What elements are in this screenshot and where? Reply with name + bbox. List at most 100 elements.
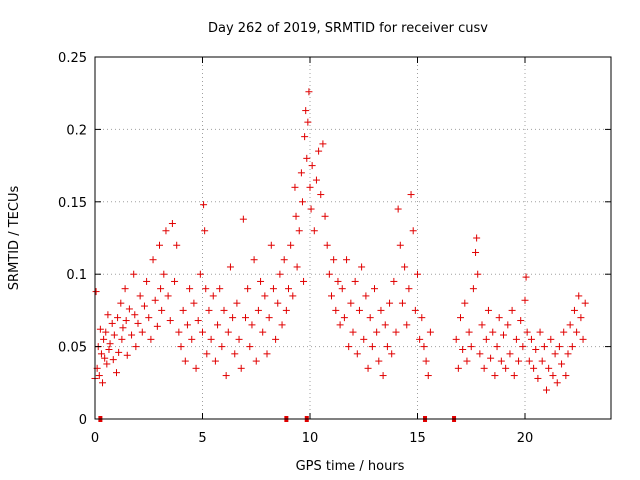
data-point — [117, 299, 125, 307]
data-point — [119, 324, 127, 332]
data-point — [407, 191, 415, 199]
data-point — [321, 212, 329, 220]
data-point — [336, 321, 344, 329]
data-point — [259, 328, 267, 336]
data-point — [104, 311, 112, 319]
data-point — [145, 314, 153, 322]
data-point — [106, 340, 114, 348]
data-point — [379, 372, 387, 380]
y-tick-label: 0.1 — [66, 268, 87, 283]
data-point — [136, 292, 144, 300]
data-point — [177, 343, 185, 351]
data-point — [465, 328, 473, 336]
data-point — [261, 292, 269, 300]
data-point — [114, 314, 122, 322]
data-point — [497, 357, 505, 365]
x-axis-label: GPS time / hours — [296, 459, 405, 474]
data-point — [566, 321, 574, 329]
x-tick-label: 5 — [198, 431, 206, 446]
data-point — [345, 343, 353, 351]
data-point — [179, 306, 187, 314]
data-point — [581, 299, 589, 307]
y-tick-label: 0.15 — [58, 196, 87, 211]
data-point — [257, 277, 265, 285]
data-point — [216, 285, 224, 293]
data-point — [302, 107, 310, 115]
data-point — [467, 343, 475, 351]
data-point — [156, 241, 163, 249]
data-point — [373, 328, 381, 336]
data-point — [469, 285, 477, 293]
data-point — [558, 360, 566, 368]
data-point — [386, 299, 394, 307]
data-point — [168, 220, 176, 228]
data-point — [190, 299, 198, 307]
data-point — [353, 350, 361, 358]
data-point — [192, 364, 200, 372]
data-point — [420, 343, 428, 351]
data-point — [349, 328, 357, 336]
data-point — [319, 140, 327, 148]
data-point — [411, 306, 419, 314]
data-point — [347, 299, 355, 307]
data-point — [491, 372, 499, 380]
data-point — [252, 357, 260, 365]
data-point — [502, 364, 510, 372]
data-point — [166, 317, 174, 325]
data-point — [220, 306, 228, 314]
data-point — [474, 270, 482, 278]
data-point — [303, 154, 311, 162]
data-point — [538, 357, 546, 365]
data-point — [381, 321, 389, 329]
data-point — [157, 285, 165, 293]
data-point — [332, 306, 340, 314]
data-point — [512, 335, 520, 343]
data-point — [310, 227, 318, 235]
data-point — [414, 270, 421, 278]
data-point — [482, 335, 490, 343]
data-point — [237, 364, 245, 372]
data-point — [551, 350, 559, 358]
data-point — [115, 348, 123, 356]
data-point — [325, 270, 333, 278]
data-point — [183, 321, 191, 329]
data-point — [418, 314, 426, 322]
data-point — [371, 285, 378, 293]
data-point — [100, 335, 108, 343]
data-point — [134, 319, 142, 327]
data-point — [194, 317, 202, 325]
data-point — [463, 357, 471, 365]
data-point — [308, 162, 316, 170]
data-point — [500, 331, 507, 339]
data-point — [205, 306, 213, 314]
data-point — [573, 328, 581, 336]
data-point — [209, 292, 217, 300]
data-point — [570, 306, 578, 314]
data-point — [452, 335, 460, 343]
data-point — [199, 328, 206, 336]
data-point — [248, 321, 256, 329]
data-point — [239, 215, 247, 223]
data-point — [334, 277, 342, 285]
data-point — [235, 335, 243, 343]
data-point — [521, 296, 529, 304]
data-point — [493, 343, 501, 351]
data-point — [147, 335, 155, 343]
data-point — [305, 88, 313, 96]
data-point — [424, 372, 432, 380]
data-point — [201, 227, 209, 235]
data-point — [278, 321, 286, 329]
data-point — [282, 306, 290, 314]
data-point — [405, 285, 413, 293]
data-point — [231, 350, 239, 358]
data-point — [403, 321, 411, 329]
data-point — [484, 306, 492, 314]
data-point — [267, 241, 275, 249]
data-point — [523, 328, 531, 336]
data-point — [532, 345, 540, 353]
data-point — [102, 328, 110, 336]
data-point — [160, 270, 168, 278]
data-point — [293, 263, 301, 271]
data-point — [128, 331, 136, 339]
